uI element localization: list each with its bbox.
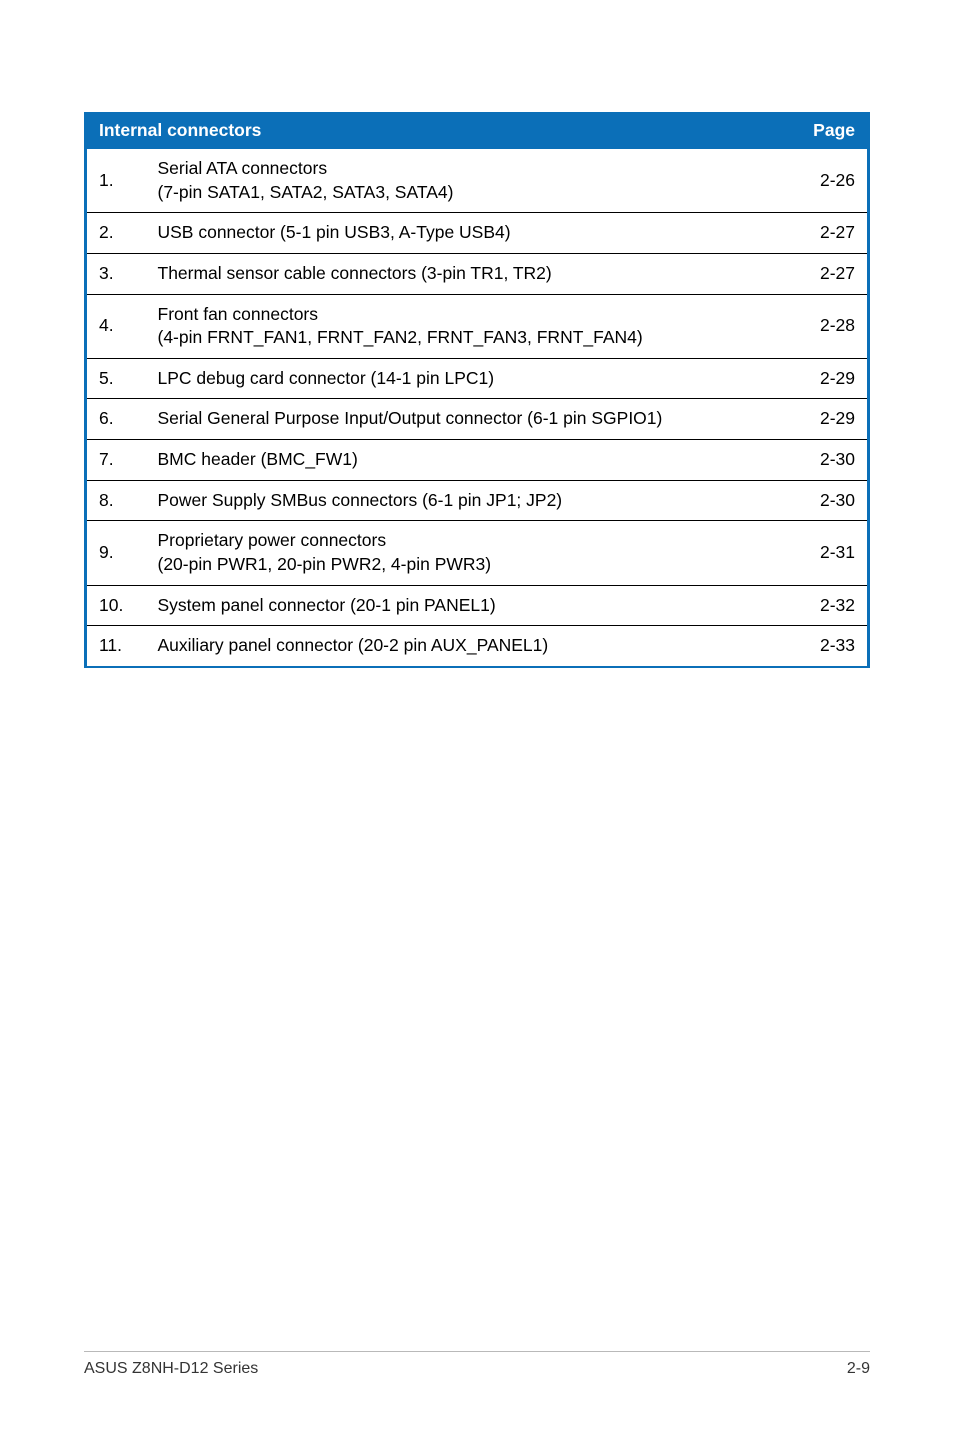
- row-description: Power Supply SMBus connectors (6-1 pin J…: [146, 480, 789, 521]
- row-page: 2-27: [789, 253, 869, 294]
- row-page: 2-30: [789, 440, 869, 481]
- row-description: Serial ATA connectors(7-pin SATA1, SATA2…: [146, 149, 789, 213]
- footer-right: 2-9: [847, 1360, 870, 1378]
- row-page: 2-32: [789, 585, 869, 626]
- table-row: 1.Serial ATA connectors(7-pin SATA1, SAT…: [86, 149, 869, 213]
- row-number: 5.: [86, 358, 146, 399]
- row-page: 2-28: [789, 294, 869, 358]
- row-page: 2-26: [789, 149, 869, 213]
- row-page: 2-31: [789, 521, 869, 585]
- table-row: 8.Power Supply SMBus connectors (6-1 pin…: [86, 480, 869, 521]
- row-description: Proprietary power connectors(20-pin PWR1…: [146, 521, 789, 585]
- row-number: 9.: [86, 521, 146, 585]
- row-page: 2-29: [789, 358, 869, 399]
- table-row: 10.System panel connector (20-1 pin PANE…: [86, 585, 869, 626]
- row-number: 1.: [86, 149, 146, 213]
- table-header-row: Internal connectors Page: [86, 112, 869, 149]
- row-number: 3.: [86, 253, 146, 294]
- row-number: 7.: [86, 440, 146, 481]
- row-page: 2-30: [789, 480, 869, 521]
- row-number: 4.: [86, 294, 146, 358]
- row-page: 2-27: [789, 213, 869, 254]
- row-description: Front fan connectors(4-pin FRNT_FAN1, FR…: [146, 294, 789, 358]
- table-row: 6.Serial General Purpose Input/Output co…: [86, 399, 869, 440]
- row-number: 6.: [86, 399, 146, 440]
- row-page: 2-29: [789, 399, 869, 440]
- page-footer: ASUS Z8NH-D12 Series 2-9: [84, 1351, 870, 1378]
- table-row: 2.USB connector (5-1 pin USB3, A-Type US…: [86, 213, 869, 254]
- table-row: 4.Front fan connectors(4-pin FRNT_FAN1, …: [86, 294, 869, 358]
- table-row: 9.Proprietary power connectors(20-pin PW…: [86, 521, 869, 585]
- row-description: Auxiliary panel connector (20-2 pin AUX_…: [146, 626, 789, 667]
- row-number: 10.: [86, 585, 146, 626]
- row-description: Thermal sensor cable connectors (3-pin T…: [146, 253, 789, 294]
- header-page: Page: [789, 112, 869, 149]
- row-description: BMC header (BMC_FW1): [146, 440, 789, 481]
- row-description: Serial General Purpose Input/Output conn…: [146, 399, 789, 440]
- table-body: 1.Serial ATA connectors(7-pin SATA1, SAT…: [86, 149, 869, 667]
- table-row: 11.Auxiliary panel connector (20-2 pin A…: [86, 626, 869, 667]
- row-description: USB connector (5-1 pin USB3, A-Type USB4…: [146, 213, 789, 254]
- row-number: 2.: [86, 213, 146, 254]
- row-description: LPC debug card connector (14-1 pin LPC1): [146, 358, 789, 399]
- header-title: Internal connectors: [86, 112, 789, 149]
- table-row: 3.Thermal sensor cable connectors (3-pin…: [86, 253, 869, 294]
- page-content: Internal connectors Page 1.Serial ATA co…: [0, 0, 954, 668]
- row-page: 2-33: [789, 626, 869, 667]
- footer-left: ASUS Z8NH-D12 Series: [84, 1360, 258, 1378]
- table-row: 5.LPC debug card connector (14-1 pin LPC…: [86, 358, 869, 399]
- table-row: 7.BMC header (BMC_FW1)2-30: [86, 440, 869, 481]
- internal-connectors-table: Internal connectors Page 1.Serial ATA co…: [84, 112, 870, 668]
- row-number: 11.: [86, 626, 146, 667]
- row-number: 8.: [86, 480, 146, 521]
- row-description: System panel connector (20-1 pin PANEL1): [146, 585, 789, 626]
